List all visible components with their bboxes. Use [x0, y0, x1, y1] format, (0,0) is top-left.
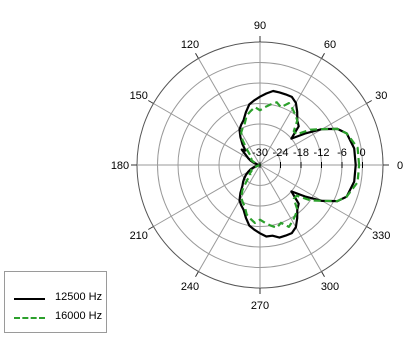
angle-label-330: 330: [372, 230, 390, 242]
spoke-4: [259, 164, 367, 227]
legend-swatch-series-2: [14, 317, 45, 319]
r-tick-label-4: -6: [337, 147, 347, 159]
series-line-1: [238, 89, 357, 239]
spoke-11: [198, 58, 261, 166]
legend-label-series-2: 16000 Hz: [55, 310, 103, 322]
radial-tick-labels: -30 -24 -18 -12 -6 0: [252, 147, 366, 168]
angle-tick-11: [195, 53, 199, 59]
angle-label-60: 60: [324, 39, 336, 51]
angle-label-120: 120: [181, 39, 199, 51]
angle-tick-5: [321, 271, 325, 277]
r-tick-label-3: -12: [314, 147, 330, 159]
angle-label-0: 0: [397, 160, 403, 172]
r-tick-label-0: -30: [252, 147, 268, 159]
angle-label-90: 90: [254, 20, 266, 32]
r-tick-label-5: 0: [359, 147, 365, 159]
legend-item-series-2: 16000 Hz: [5, 308, 106, 328]
spoke-7: [198, 164, 261, 272]
angle-label-240: 240: [181, 281, 199, 293]
angle-tick-8: [148, 226, 154, 230]
spoke-2: [259, 103, 367, 166]
angle-label-300: 300: [321, 281, 339, 293]
angle-label-270: 270: [251, 300, 269, 312]
angle-tick-7: [195, 271, 199, 277]
r-tick-label-1: -24: [273, 147, 289, 159]
spoke-1: [259, 58, 322, 166]
angle-label-30: 30: [375, 90, 387, 102]
legend-label-series-1: 12500 Hz: [55, 291, 103, 303]
angle-tick-10: [148, 100, 154, 104]
angle-label-150: 150: [130, 90, 148, 102]
angle-tick-2: [366, 100, 372, 104]
angle-tick-4: [366, 226, 372, 230]
legend-item-series-1: 12500 Hz: [5, 289, 106, 309]
legend: 12500 Hz 16000 Hz: [4, 271, 107, 333]
angle-label-210: 210: [130, 230, 148, 242]
spoke-5: [259, 164, 322, 272]
spoke-8: [153, 164, 261, 227]
legend-swatch-series-1: [14, 298, 45, 300]
polar-grid: [131, 36, 389, 294]
r-tick-label-2: -18: [293, 147, 309, 159]
spoke-10: [153, 103, 261, 166]
series-layer: [238, 89, 361, 239]
angle-tick-1: [321, 53, 325, 59]
angle-label-180: 180: [111, 160, 129, 172]
